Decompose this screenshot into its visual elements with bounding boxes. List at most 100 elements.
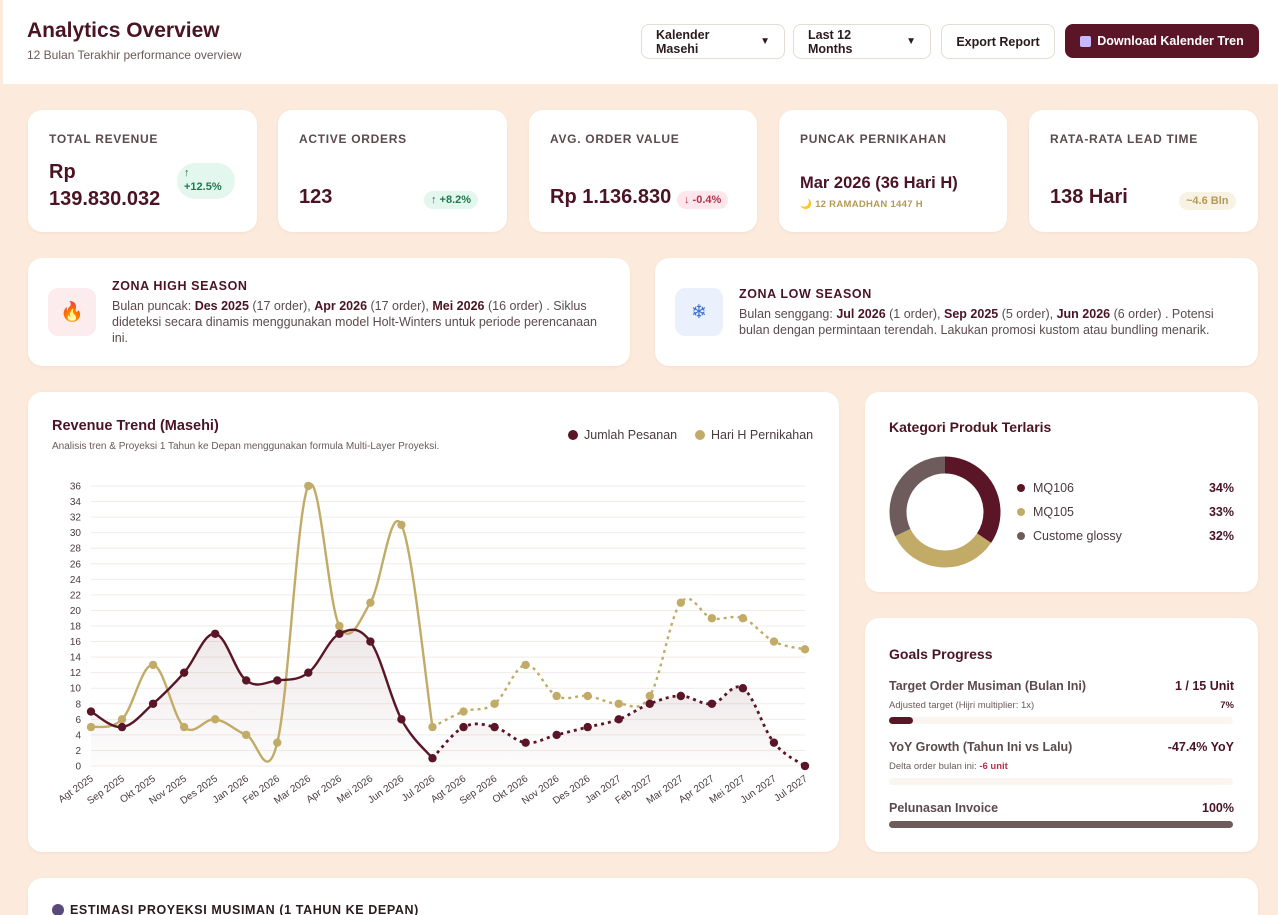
categories-donut-chart [889, 456, 1001, 568]
y-tick-label: 18 [70, 622, 82, 633]
orders-point [428, 754, 437, 763]
wedding-point [273, 738, 282, 747]
kpi-value: 123 [299, 186, 333, 208]
period-select-value: Last 12 Months [808, 27, 853, 56]
low-season-card: ❄ ZONA LOW SEASON Bulan senggang: Jul 20… [655, 258, 1258, 366]
y-tick-label: 28 [70, 544, 82, 555]
kpi-active-orders: ACTIVE ORDERS 123 ↑ +8.2% [278, 110, 507, 232]
period-select[interactable]: Last 12 Months ▼ [793, 24, 931, 59]
category-row: MQ105 33% [1017, 504, 1234, 520]
donut-slice [889, 456, 1001, 568]
legend-wedding-label: Hari H Pernikahan [711, 428, 814, 442]
orders-point [273, 676, 282, 685]
y-tick-label: 24 [70, 575, 82, 586]
arrow-up-icon: ↑ [184, 167, 190, 179]
top-categories-card: Kategori Produk Terlaris MQ106 34% MQ105… [865, 392, 1258, 592]
wedding-point [459, 707, 468, 716]
y-tick-label: 0 [75, 762, 81, 773]
export-report-button[interactable]: Export Report [941, 24, 1055, 59]
x-tick-label: Jun 2027 [739, 773, 779, 806]
category-pct: 33% [1208, 505, 1234, 519]
legend-dot [695, 430, 705, 440]
orders-point [179, 668, 189, 677]
revenue-trend-card: Revenue Trend (Masehi) Analisis tren & P… [28, 392, 839, 852]
wedding-point [86, 722, 96, 732]
wedding-point [521, 660, 530, 670]
calendar-select[interactable]: Kalender Masehi ▼ [641, 24, 785, 59]
legend-orders[interactable]: Jumlah Pesanan [568, 428, 677, 442]
projection-title-text: ESTIMASI PROYEKSI MUSIMAN (1 TAHUN KE DE… [70, 903, 419, 915]
orders-point [304, 668, 313, 677]
orders-point [490, 722, 499, 732]
kpi-label: RATA-RATA LEAD TIME [1050, 132, 1198, 146]
y-tick-label: 16 [70, 637, 82, 648]
high-season-title: ZONA HIGH SEASON [112, 279, 248, 293]
wedding-point [117, 715, 127, 724]
category-dot [1017, 484, 1025, 492]
kpi-value: Mar 2026 (36 Hari H) [800, 174, 958, 192]
x-tick-label: Jun 2026 [366, 773, 406, 806]
wedding-point [210, 715, 220, 724]
orders-point [86, 707, 96, 716]
goal-value: 1 / 15 Unit [1174, 679, 1234, 693]
y-tick-label: 20 [70, 606, 82, 617]
y-tick-label: 6 [75, 715, 81, 726]
download-calendar-button[interactable]: Download Kalender Tren [1065, 24, 1259, 58]
y-tick-label: 34 [70, 497, 82, 508]
calendar-select-value: Kalender Masehi [656, 27, 710, 56]
high-season-description: Bulan puncak: Des 2025 (17 order), Apr 2… [112, 299, 597, 345]
wedding-point [490, 699, 499, 708]
goal-progress-fill [889, 821, 1233, 828]
top-header: Analytics Overview 12 Bulan Terakhir per… [3, 0, 1278, 84]
x-tick-label: Jul 2027 [772, 773, 810, 804]
goal-value: 100% [1202, 801, 1234, 815]
categories-title: Kategori Produk Terlaris [889, 419, 1052, 435]
download-calendar-label: Download Kalender Tren [1097, 34, 1244, 48]
wedding-point [304, 481, 313, 491]
goals-title: Goals Progress [889, 646, 993, 662]
wedding-point [428, 722, 437, 732]
wedding-point [769, 637, 779, 646]
orders-point [707, 699, 717, 708]
goal-progress-track [889, 717, 1233, 724]
legend-wedding[interactable]: Hari H Pernikahan [695, 428, 813, 442]
y-tick-label: 14 [70, 653, 82, 664]
goals-progress-card: Goals Progress Target Order Musiman (Bul… [865, 618, 1258, 852]
wedding-point [148, 660, 158, 670]
orders-point [117, 722, 127, 732]
kpi-value-currency: Rp [49, 161, 76, 183]
high-season-card: 🔥 ZONA HIGH SEASON Bulan puncak: Des 202… [28, 258, 630, 366]
kpi-label: PUNCAK PERNIKAHAN [800, 132, 947, 146]
wedding-point [397, 520, 406, 530]
chart-subtitle: Analisis tren & Proyeksi 1 Tahun ke Depa… [52, 441, 440, 452]
wedding-point [738, 614, 748, 623]
lead-time-badge: ~4.6 Bln [1179, 192, 1236, 210]
category-dot [1017, 532, 1025, 540]
goal-pct: 7% [1220, 700, 1234, 711]
orders-point [645, 699, 654, 708]
y-tick-label: 12 [70, 668, 82, 679]
crystal-ball-icon [52, 904, 64, 915]
wedding-point [800, 645, 810, 654]
chevron-down-icon: ▼ [760, 36, 770, 47]
trend-badge: ↓ -0.4% [677, 191, 729, 209]
wedding-point [242, 730, 251, 740]
wedding-point [707, 614, 717, 623]
kpi-label: TOTAL REVENUE [49, 132, 159, 146]
kpi-total-revenue: TOTAL REVENUE Rp 139.830.032 ↑ +12.5% [28, 110, 257, 232]
calendar-icon [1080, 35, 1092, 47]
orders-point [800, 761, 810, 771]
orders-point [738, 684, 748, 693]
wedding-point [676, 598, 686, 607]
projection-title: ESTIMASI PROYEKSI MUSIMAN (1 TAHUN KE DE… [52, 903, 419, 915]
kpi-label: AVG. ORDER VALUE [550, 132, 680, 146]
goal-progress-track [889, 778, 1233, 785]
trend-badge-value: +12.5% [184, 181, 222, 193]
goal-name: Target Order Musiman (Bulan Ini) [889, 679, 1087, 693]
y-tick-label: 4 [75, 730, 81, 741]
y-tick-label: 8 [75, 699, 81, 710]
page-title: Analytics Overview [27, 19, 220, 42]
chevron-down-icon: ▼ [906, 36, 916, 47]
goal-note: Adjusted target (Hijri multiplier: 1x) [889, 700, 1035, 711]
donut-slice [889, 456, 1001, 568]
